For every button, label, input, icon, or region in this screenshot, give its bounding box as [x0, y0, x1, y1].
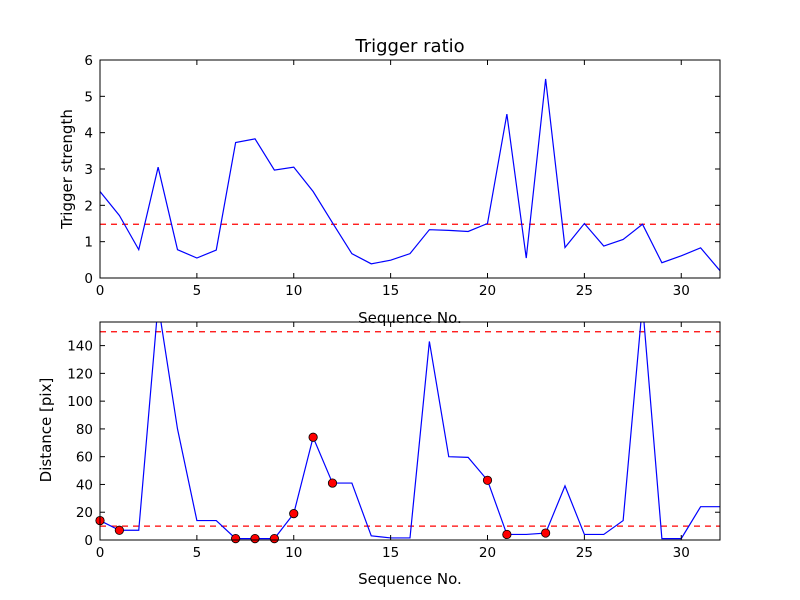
- bottom-y-tick-label: 20: [76, 505, 93, 521]
- bottom-y-tick-label: 120: [67, 366, 93, 382]
- bottom-x-axis-label: Sequence No.: [358, 570, 462, 588]
- bottom-data-marker: [502, 529, 512, 540]
- bottom-plot-frame: [99, 321, 721, 541]
- bottom-series-line-0: [100, 322, 720, 540]
- top-y-tick-label: 3: [84, 162, 93, 178]
- bottom-y-tick-label: 60: [76, 450, 93, 466]
- top-x-tick-label: 15: [382, 283, 399, 299]
- bottom-data-marker: [289, 509, 299, 519]
- top-series-group: [100, 78, 720, 272]
- bottom-threshold-lines: [100, 331, 720, 527]
- bottom-data-marker: [231, 534, 241, 544]
- bottom-x-tick-label: 0: [96, 545, 105, 561]
- bottom-y-axis-label: Distance [pix]: [37, 378, 55, 483]
- bottom-y-tick-label: 80: [76, 422, 93, 438]
- bottom-subplot: Distance [pix] Sequence No. 0 5 10 15 20 25 30…: [37, 321, 721, 588]
- bottom-y-tick-label: 0: [84, 533, 93, 549]
- bottom-y-tick-label: 40: [76, 477, 93, 493]
- bottom-data-marker: [269, 534, 279, 544]
- top-y-tick-label: 0: [84, 271, 93, 287]
- bottom-data-marker: [308, 432, 318, 442]
- top-y-tick-label: 6: [84, 53, 93, 69]
- bottom-data-marker: [327, 478, 338, 488]
- bottom-y-tick-label: 140: [67, 339, 93, 355]
- bottom-x-tick-label: 5: [193, 545, 202, 561]
- bottom-x-tick-label: 25: [576, 545, 593, 561]
- top-y-tick-label: 1: [84, 235, 93, 251]
- top-chart-title: Trigger ratio: [354, 36, 464, 57]
- bottom-data-marker: [482, 475, 493, 485]
- top-x-tick-label: 10: [285, 283, 302, 299]
- top-x-tick-label: 5: [193, 283, 202, 299]
- top-axis-ticks: 0 5 10 15 20 25 30 0 1 2 3 4 5 6: [84, 53, 720, 299]
- bottom-y-tick-label: 100: [67, 394, 93, 410]
- top-x-axis-label: Sequence No.: [358, 309, 462, 327]
- bottom-x-tick-label: 20: [479, 545, 496, 561]
- bottom-x-tick-label: 30: [673, 545, 690, 561]
- bottom-data-marker: [250, 534, 260, 544]
- bottom-series-group: [100, 322, 720, 540]
- top-x-tick-label: 20: [479, 283, 496, 299]
- bottom-x-tick-label: 10: [285, 545, 302, 561]
- top-series-line-0: [100, 78, 720, 272]
- top-y-tick-label: 2: [84, 198, 93, 214]
- top-y-tick-label: 4: [84, 126, 93, 142]
- top-y-tick-label: 5: [84, 89, 93, 105]
- top-x-tick-label: 0: [96, 283, 105, 299]
- top-x-tick-label: 30: [673, 283, 690, 299]
- bottom-markers-group: [95, 432, 551, 544]
- bottom-data-marker: [114, 525, 124, 535]
- top-y-axis-label: Trigger strength: [58, 109, 76, 230]
- top-x-tick-label: 25: [576, 283, 593, 299]
- bottom-axis-ticks: 0 5 10 15 20 25 30 0 20 40 60 80 100 120 140: [67, 322, 720, 561]
- bottom-data-marker: [541, 528, 551, 538]
- bottom-x-tick-label: 15: [382, 545, 399, 561]
